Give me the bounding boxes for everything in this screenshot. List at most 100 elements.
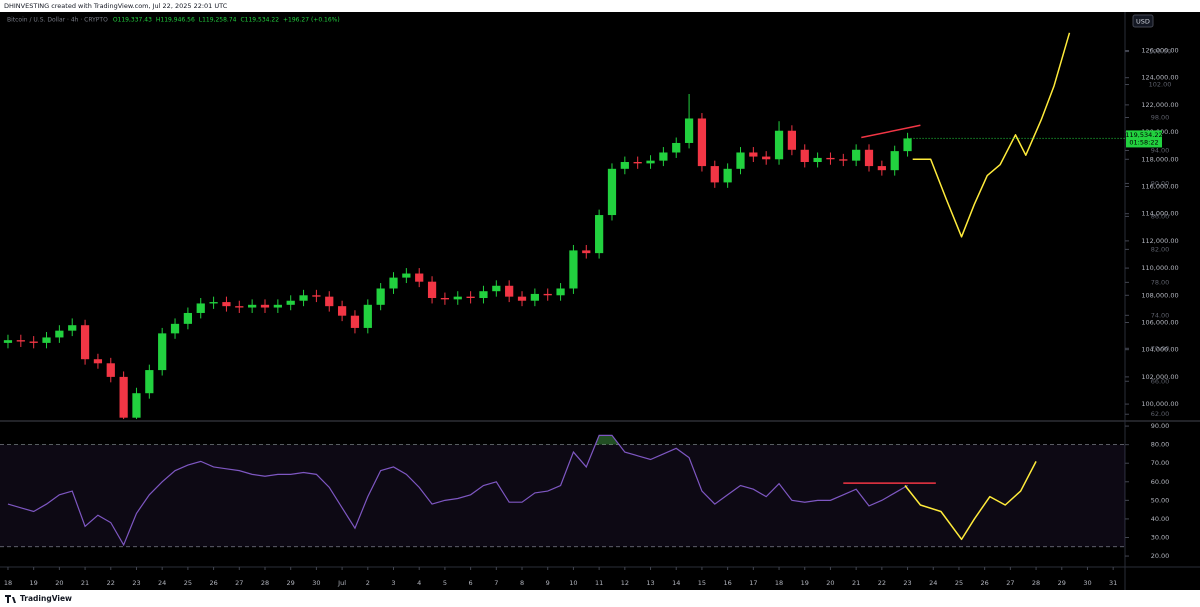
y-tick-label: 108,000.00 [1141, 291, 1178, 299]
y-tick-label: 106.00 [1149, 48, 1172, 56]
candle-body [389, 277, 398, 289]
chart-background [0, 12, 1200, 590]
candle-body [427, 281, 437, 299]
candle-body [736, 152, 745, 169]
candle-body [42, 337, 51, 343]
candle-body [286, 300, 295, 305]
candle-body [492, 285, 501, 292]
ohlc-close: C119,534.22 [240, 17, 279, 24]
x-tick-label: 19 [30, 579, 38, 587]
x-tick-label: 21 [852, 579, 860, 587]
x-tick-label: 11 [595, 579, 603, 587]
y-tick-label: 112,000.00 [1141, 237, 1178, 245]
candle-body [132, 393, 141, 418]
candle-body [3, 340, 13, 343]
y-tick-label: 100,000.00 [1141, 400, 1178, 408]
x-tick-label: 24 [158, 579, 166, 587]
candle-body [505, 285, 514, 297]
x-tick-label: 16 [723, 579, 731, 587]
candle-body [787, 130, 797, 150]
x-tick-label: 20 [55, 579, 63, 587]
y-tick-label: 62.00 [1151, 410, 1170, 418]
candle-body [466, 296, 475, 299]
y-tick-label: 110,000.00 [1141, 264, 1178, 272]
x-tick-label: 3 [391, 579, 395, 587]
last-price-label: 119,534.22 [1125, 131, 1162, 139]
candle-body [106, 363, 115, 377]
x-tick-label: 13 [646, 579, 654, 587]
y-tick-label: 102,000.00 [1141, 373, 1178, 381]
candle-body [170, 323, 180, 334]
y-tick-label: 90.00 [1151, 422, 1170, 430]
y-tick-label: 98.00 [1151, 114, 1170, 122]
candle-body [774, 130, 784, 160]
candle-body [402, 273, 411, 278]
y-tick-label: 118,000.00 [1141, 155, 1178, 163]
candle-body [145, 370, 154, 394]
x-tick-label: 4 [417, 579, 421, 587]
y-tick-label: 70.00 [1151, 459, 1170, 467]
candle-body [55, 330, 64, 338]
candle-body [440, 298, 450, 300]
candle-body [363, 304, 372, 328]
candle-body [273, 304, 282, 308]
candle-body [556, 288, 565, 296]
candle-body [877, 166, 886, 171]
candle-body [543, 293, 552, 296]
candle-body [479, 291, 488, 299]
candle-body [826, 157, 835, 160]
x-tick-label: 22 [107, 579, 115, 587]
candle-body [582, 250, 591, 254]
drawing-line [861, 124, 921, 139]
x-tick-label: 6 [469, 579, 473, 587]
y-tick-label: 74.00 [1151, 311, 1170, 319]
currency: USD [1136, 18, 1150, 26]
y-tick-label: 104,000.00 [1141, 346, 1178, 354]
ohlc-low: L119,258.74 [199, 17, 237, 24]
ohlc-open: O119,337.43 [113, 17, 152, 24]
candle-body [697, 118, 707, 167]
candle-body [183, 312, 192, 324]
y-tick-label: 102.00 [1149, 81, 1172, 89]
ohlc-change: +196.27 (+0.16%) [283, 17, 340, 24]
x-tick-label: 23 [903, 579, 911, 587]
candle-body [350, 315, 360, 328]
candle-body [29, 341, 38, 343]
candle-body [646, 160, 655, 164]
candle-body [633, 162, 642, 164]
x-tick-label: 15 [698, 579, 706, 587]
y-tick-label: 78.00 [1151, 278, 1170, 286]
candle-body [158, 333, 167, 371]
currency-button[interactable] [1132, 14, 1154, 28]
y-tick-label: 122,000.00 [1141, 101, 1178, 109]
candle-body [93, 359, 103, 364]
y-tick-label: 86.00 [1151, 212, 1170, 220]
x-tick-label: 18 [4, 579, 12, 587]
x-tick-label: 26 [981, 579, 989, 587]
ohlc-high: H119,946.56 [156, 17, 195, 24]
x-tick-label: 27 [1006, 579, 1014, 587]
y-tick-label: 82.00 [1151, 245, 1170, 253]
y-tick-label: 80.00 [1151, 441, 1170, 449]
candle-body [209, 302, 218, 304]
candle-body [659, 152, 668, 161]
last-price-box [1126, 130, 1162, 148]
candle-body [196, 303, 205, 313]
candle-body [710, 166, 719, 183]
candle-body [235, 306, 244, 308]
candle-body [312, 295, 321, 297]
y-tick-label: 126,000.00 [1141, 46, 1178, 54]
x-tick-label: 30 [1083, 579, 1091, 587]
x-tick-label: 17 [749, 579, 757, 587]
x-tick-label: 8 [520, 579, 524, 587]
x-tick-label: 19 [801, 579, 809, 587]
x-tick-label: 7 [494, 579, 498, 587]
candle-body [672, 142, 681, 153]
x-tick-label: 22 [878, 579, 886, 587]
x-tick-label: 28 [1032, 579, 1040, 587]
y-tick-label: 40.00 [1151, 515, 1170, 523]
candle-body [80, 325, 90, 360]
x-tick-label: 5 [443, 579, 447, 587]
rsi-line [7, 434, 908, 547]
